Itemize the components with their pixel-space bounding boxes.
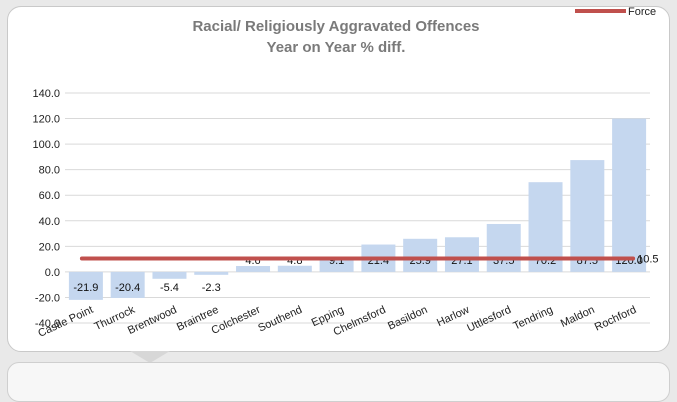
y-tick-label: -20.0 [35,292,60,304]
category-label: Southend [256,304,304,335]
y-tick-label: 0.0 [45,267,60,279]
bar [277,265,312,272]
chart-subtitle: Year on Year % diff. [267,39,406,56]
y-tick-label: 20.0 [39,241,60,253]
category-label: Maldon [559,304,597,330]
data-label: -2.3 [202,282,221,294]
bar [68,271,103,300]
bar [236,266,271,272]
category-label: Uttlesford [465,304,513,335]
bar [110,271,145,298]
category-label: Rochford [593,304,639,334]
data-label: -21.9 [73,282,98,294]
data-label: -5.4 [160,282,179,294]
category-label: Tendring [511,304,554,333]
y-tick-label: 140.0 [32,88,60,100]
bar [612,118,647,272]
y-tick-label: 80.0 [39,165,60,177]
force-label: 10.5 [637,253,658,265]
bar [194,271,229,275]
y-tick-label: 40.0 [39,216,60,228]
bar [570,160,605,272]
y-tick-label: 100.0 [32,139,60,151]
panel-pointer [130,351,170,363]
bar [319,260,354,272]
category-label: Basildon [386,304,429,333]
y-tick-label: -40.0 [35,318,60,330]
bar [152,271,187,279]
bar-chart: Racial/ Religiously Aggravated Offences … [32,6,658,340]
bar [444,237,479,272]
chart-title: Racial/ Religiously Aggravated Offences [192,18,479,35]
data-label: -20.4 [115,282,140,294]
legend-label: Force [628,6,656,18]
y-tick-label: 120.0 [32,114,60,126]
y-tick-label: 60.0 [39,190,60,202]
bar [403,238,438,272]
bar [486,223,521,272]
